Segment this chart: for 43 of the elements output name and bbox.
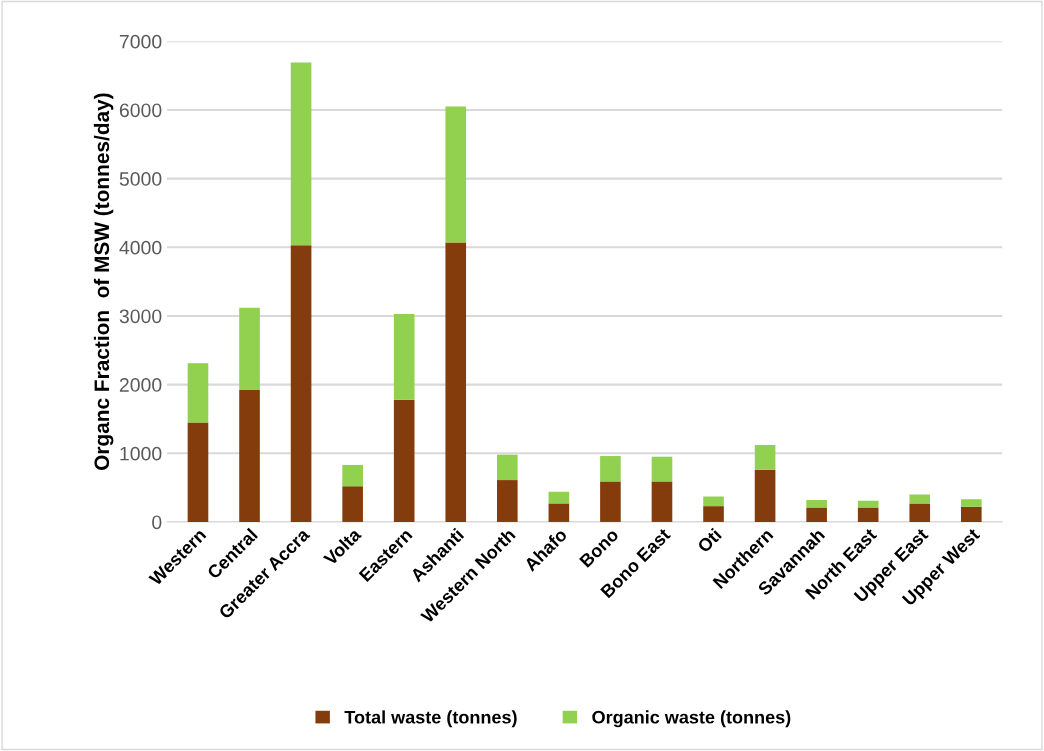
bar <box>651 456 673 482</box>
bar <box>909 494 931 504</box>
bar <box>497 454 518 481</box>
y-tick-label: 6000 <box>119 103 162 118</box>
bar <box>187 363 209 423</box>
bar <box>393 399 415 522</box>
y-tick-label: 2000 <box>119 378 162 392</box>
bar <box>961 499 982 507</box>
bar <box>290 245 312 522</box>
y-tick-label: 3000 <box>119 309 162 324</box>
legend-label: Total waste (tonnes) <box>344 710 517 728</box>
bar <box>239 390 260 522</box>
bar <box>548 491 570 504</box>
y-tick-label: 0 <box>152 515 162 530</box>
bar <box>857 507 879 522</box>
y-axis-title: Organc Fraction of MSW (tonnes/day) <box>93 93 114 470</box>
bar <box>754 469 776 522</box>
bar <box>239 307 260 391</box>
bar <box>857 500 879 508</box>
bar <box>600 481 621 522</box>
bar <box>445 242 467 522</box>
bar <box>961 506 982 522</box>
bar <box>806 507 827 522</box>
bar <box>909 503 931 522</box>
bar <box>497 480 518 522</box>
y-tick-label: 4000 <box>119 240 162 255</box>
bar <box>703 496 724 507</box>
bar <box>806 499 827 508</box>
bar <box>393 313 415 400</box>
bar <box>342 486 363 522</box>
bar <box>342 464 363 487</box>
bar <box>187 422 209 522</box>
bar <box>290 62 312 246</box>
bar <box>600 456 621 482</box>
bar <box>651 481 673 522</box>
y-tick-label: 7000 <box>119 34 162 49</box>
bar <box>445 106 467 243</box>
bar <box>703 506 724 522</box>
legend-label: Organic waste (tonnes) <box>592 710 791 728</box>
bar <box>754 445 776 470</box>
y-tick-label: 1000 <box>120 446 162 461</box>
y-tick-label: 5000 <box>119 172 162 186</box>
bar <box>548 503 570 522</box>
